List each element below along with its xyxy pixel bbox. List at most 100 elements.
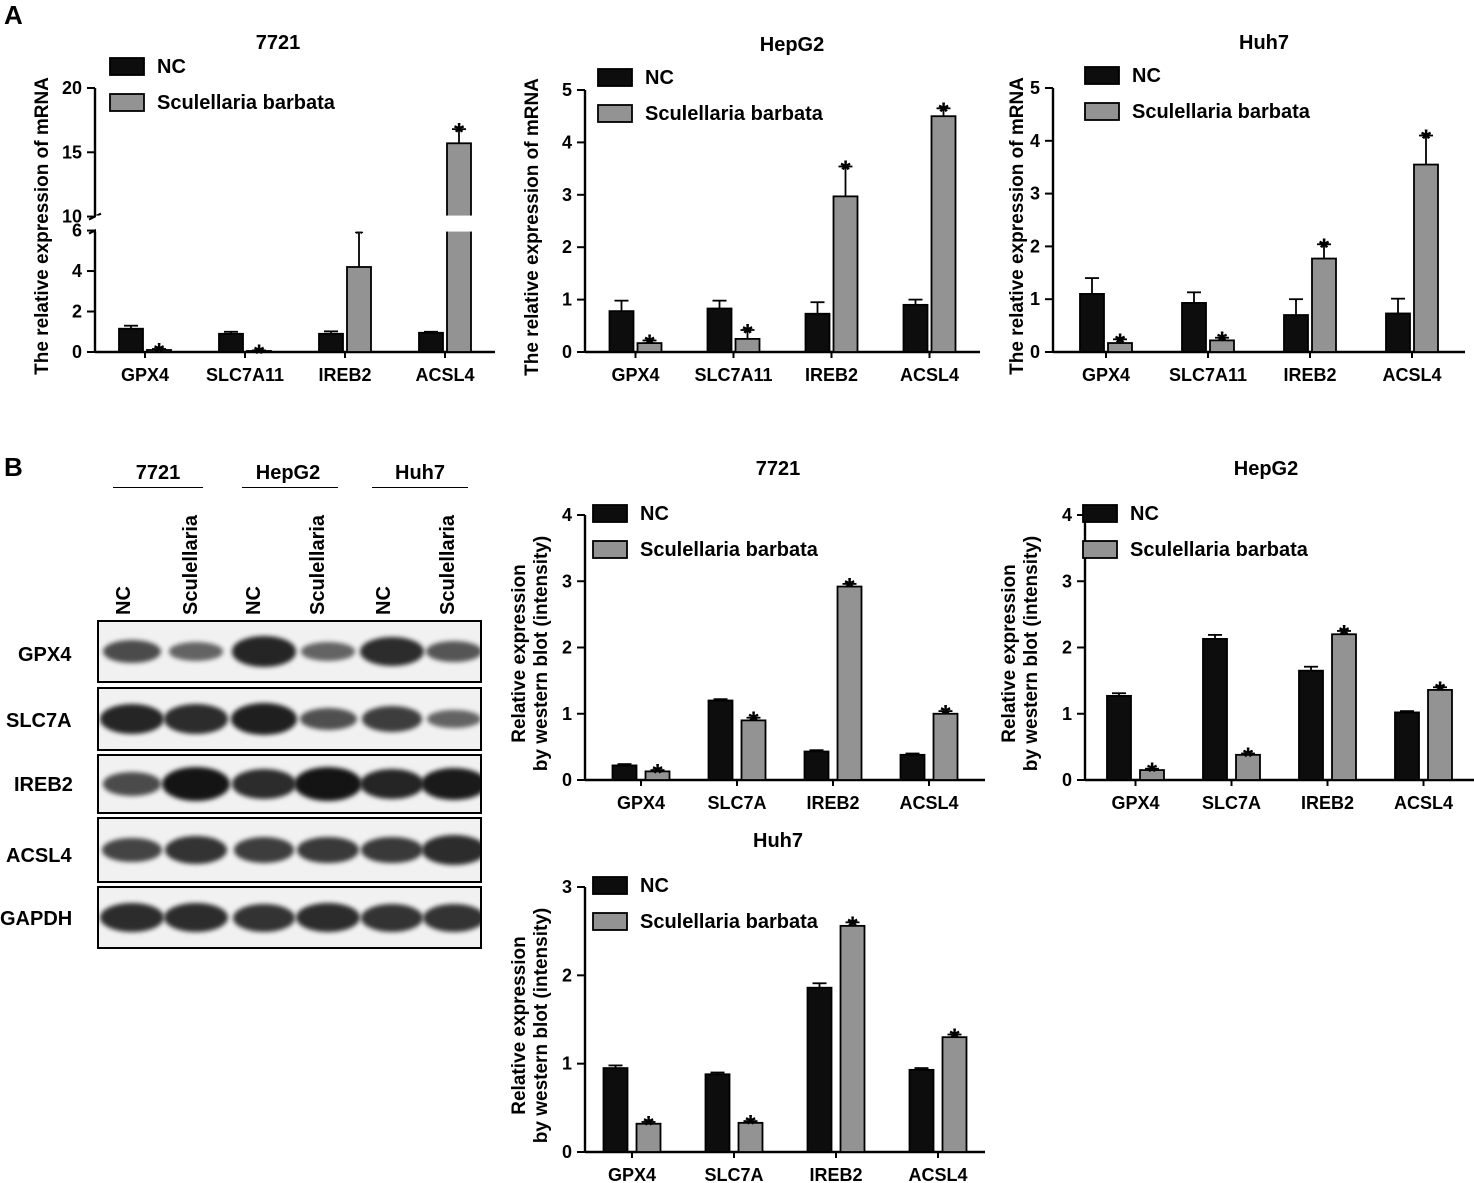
blot-header-hepg2: HepG2 (255, 462, 321, 484)
legend-swatch (597, 68, 633, 87)
lane-label: NC (113, 586, 135, 615)
legend-label: Sculellaria barbata (640, 539, 819, 561)
mrna-chart-huh7: Huh7 The relative expression of mRNA 0 1 2 3 4… (1007, 32, 1465, 385)
y-tick-label: 1 (562, 1054, 572, 1074)
blot-band (361, 836, 423, 864)
y-tick-label: 2 (72, 302, 82, 322)
legend-label: NC (1132, 65, 1161, 87)
bar-nc (1106, 694, 1132, 781)
legend-swatch (109, 57, 145, 76)
bar-sculellaria (1413, 163, 1439, 353)
y-axis-label: Relative expression (509, 564, 530, 742)
blot-band (299, 708, 357, 730)
x-tick-label: GPX4 (121, 365, 169, 385)
blot-band (420, 767, 480, 801)
bar-sculellaria (635, 1122, 662, 1153)
y-tick-label: 5 (1030, 78, 1040, 98)
x-tick-label: ACSL4 (1382, 365, 1441, 385)
legend-swatch (109, 93, 145, 112)
y-tick-label: 4 (72, 261, 82, 281)
mrna-chart-hepg2: HepG2 The relative expression of mRNA 0 1 2 3… (522, 34, 980, 385)
y-tick-label: 15 (62, 142, 82, 162)
lane-label: Sculellaria (437, 514, 459, 615)
legend-label: NC (157, 56, 186, 78)
blot-band (100, 902, 164, 933)
legend-swatch (1082, 540, 1118, 559)
legend-swatch (597, 104, 633, 123)
western-chart-hepg2: HepG2 Relative expression by western blot … (999, 458, 1474, 813)
bar-nc (418, 331, 444, 353)
y-tick-label: 4 (562, 505, 572, 525)
blot-band (426, 641, 480, 662)
significance-star: * (1147, 757, 1158, 787)
blot-strip-acsl4 (97, 817, 482, 883)
blot-band (296, 902, 360, 933)
y-axis-label: Relative expression (999, 564, 1020, 742)
bar-nc (902, 303, 929, 353)
blot-band (427, 709, 480, 729)
x-tick-label: IREB2 (806, 793, 859, 813)
x-tick-label: SLC7A11 (694, 365, 772, 385)
bar-sculellaria (832, 195, 859, 353)
legend-label: Sculellaria barbata (645, 103, 824, 125)
y-tick-label: 2 (1030, 236, 1040, 256)
x-tick-label: SLC7A11 (1169, 365, 1247, 385)
x-tick-label: SLC7A (1202, 793, 1261, 813)
y-tick-label: 0 (1062, 770, 1072, 790)
significance-star: * (745, 1109, 756, 1139)
chart-title: 7721 (756, 458, 801, 480)
blot-band (102, 772, 162, 796)
blot-band (164, 902, 228, 933)
chart-title: Huh7 (1239, 32, 1289, 54)
bar-nc (1394, 711, 1420, 781)
significance-star: * (254, 338, 265, 368)
bar-nc (611, 764, 638, 781)
y-tick-label: 3 (1062, 571, 1072, 591)
bar-nc (707, 699, 734, 781)
blot-header-huh7: Huh7 (395, 462, 445, 484)
y-tick-label: 1 (1062, 704, 1072, 724)
blot-divider (372, 487, 468, 488)
y-tick-label: 2 (1062, 638, 1072, 658)
significance-star: * (949, 1023, 960, 1053)
significance-star: * (454, 117, 465, 147)
blot-band (232, 903, 296, 932)
bar-nc (318, 332, 344, 353)
bar-sculellaria (836, 585, 863, 781)
legend-swatch (592, 912, 628, 931)
significance-star: * (643, 1110, 654, 1140)
y-tick-label: 2 (562, 965, 572, 985)
y-tick-label: 5 (562, 80, 572, 100)
y-tick-label: 10 (62, 207, 82, 227)
lane-label: Sculellaria (307, 514, 329, 615)
legend-label: Sculellaria barbata (640, 911, 819, 933)
blot-band (297, 836, 359, 864)
bar-nc (803, 750, 830, 781)
blot-band (99, 703, 165, 735)
x-tick-label: IREB2 (805, 365, 858, 385)
y-axis-label: The relative expression of mRNA (1007, 77, 1028, 375)
lane-label: NC (243, 586, 265, 615)
bar-sculellaria (932, 712, 959, 781)
legend-swatch (1082, 504, 1118, 523)
legend-label: NC (645, 67, 674, 89)
blot-band (102, 837, 162, 863)
blot-divider (242, 487, 338, 488)
bar-sculellaria (941, 1036, 968, 1153)
y-axis-label: by western blot (intensity) (531, 908, 552, 1143)
significance-star: * (652, 758, 663, 788)
x-tick-label: IREB2 (318, 365, 371, 385)
axis-break-gap (96, 215, 496, 232)
lane-label: Sculellaria (180, 514, 202, 615)
x-tick-label: ACSL4 (1394, 793, 1453, 813)
bar-nc (1181, 301, 1207, 353)
blot-band (301, 642, 355, 661)
blot-band (231, 703, 297, 735)
blot-band (231, 636, 297, 667)
significance-star: * (1217, 326, 1228, 356)
bar-nc (704, 1073, 731, 1153)
y-tick-label: 0 (72, 342, 82, 362)
x-tick-label: GPX4 (608, 1165, 656, 1183)
chart-title: HepG2 (760, 34, 824, 56)
bar-nc (1202, 637, 1228, 781)
